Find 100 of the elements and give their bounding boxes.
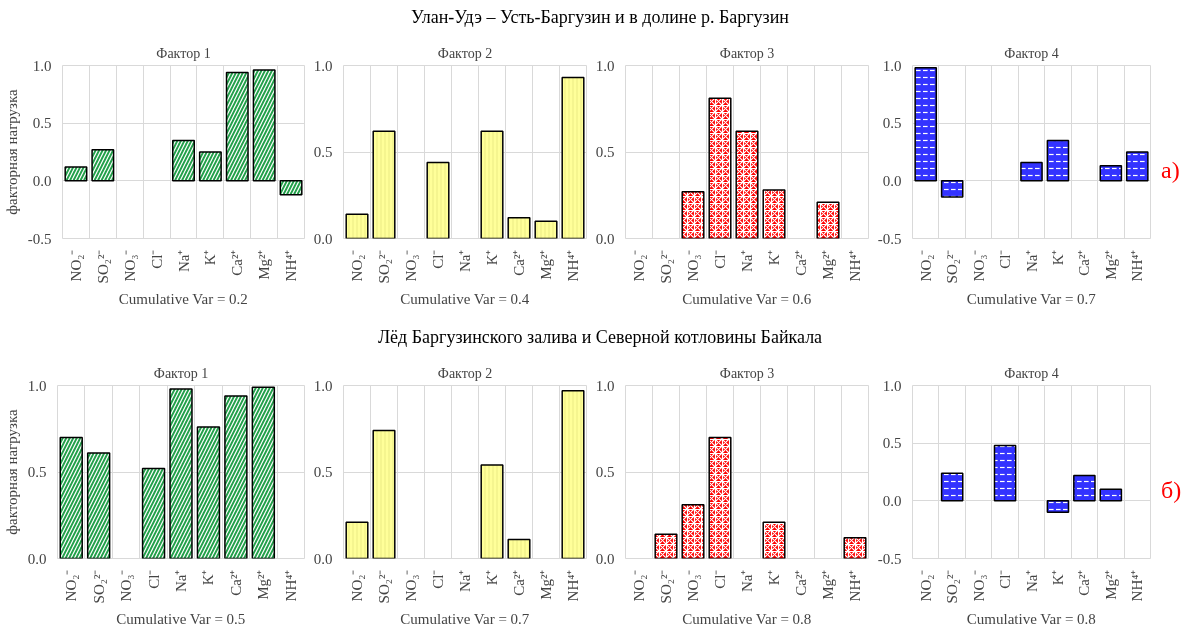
x-tick-label: Cl⁻ (712, 249, 728, 269)
y-tick-label: 0.5 (595, 144, 615, 160)
x-tick-label: Ca²⁺ (229, 249, 246, 276)
x-tick-label: K⁺ (766, 249, 782, 266)
chart-title: Фактор 4 (1004, 45, 1059, 61)
y-tick-label: 0.5 (595, 464, 615, 480)
x-axis-title: Cumulative Var = 0.8 (966, 611, 1096, 628)
x-tick-label: K⁺ (1049, 569, 1066, 586)
x-tick-label: Cl⁻ (145, 569, 162, 589)
text: а) (1161, 156, 1180, 185)
text: Улан-Удэ – Усть-Баргузин и в долине р. Баргузин (411, 6, 789, 29)
chart-title: Фактор 3 (719, 365, 775, 381)
x-tick-label: Na⁺ (173, 569, 189, 592)
x-tick-label: SO₂²⁻ (658, 569, 674, 604)
x-axis-title: Cumulative Var = 0.8 (682, 611, 812, 628)
y-tick-label: -0.5 (877, 230, 902, 247)
y-tick-label: 0.5 (882, 115, 902, 132)
x-axis-title: Cumulative Var = 0.6 (682, 291, 812, 308)
y-tick-label: 0.0 (313, 230, 333, 247)
x-tick-label: NH⁴⁺ (1129, 569, 1146, 602)
x-tick-label: SO₂²⁻ (376, 249, 392, 284)
x-axis-title: Cumulative Var = 0.7 (966, 291, 1097, 308)
y-tick-label: 0.0 (27, 550, 47, 567)
x-tick-label: SO₂²⁻ (658, 249, 674, 284)
x-tick-label: Ca²⁺ (793, 249, 809, 276)
y-tick-label: 1.0 (313, 377, 333, 394)
y-tick-label: -0.5 (877, 550, 902, 567)
x-tick-label: SO₂²⁻ (944, 569, 961, 604)
x-tick-label: NO₃⁻ (685, 249, 701, 282)
x-tick-label: Cl⁻ (430, 249, 446, 269)
x-tick-label: NH⁴⁺ (565, 569, 581, 602)
x-tick-label: K⁺ (766, 569, 782, 586)
y-tick-label: 0.0 (882, 172, 902, 189)
x-tick-label: NO₂⁻ (631, 249, 647, 282)
x-tick-label: NO₂⁻ (631, 569, 647, 602)
x-tick-label: Mg²⁺ (1102, 569, 1119, 600)
x-tick-label: Na⁺ (457, 249, 473, 272)
y-tick-label: 0.5 (27, 464, 47, 480)
x-tick-label: SO₂²⁻ (944, 249, 961, 284)
chart-title: Фактор 4 (1004, 365, 1059, 381)
x-tick-label: NO₃⁻ (403, 249, 419, 282)
x-tick-label: NO₂⁻ (63, 569, 80, 602)
x-tick-label: SO₂²⁻ (376, 569, 392, 604)
chart-title: Фактор 3 (719, 45, 775, 61)
y-tick-label: 1.0 (595, 57, 615, 74)
y-tick-label: 0.5 (313, 144, 333, 160)
x-tick-label: Mg²⁺ (538, 249, 554, 280)
y-tick-label: 1.0 (32, 57, 52, 74)
x-tick-label: Mg²⁺ (256, 249, 273, 280)
y-tick-label: 0.0 (595, 230, 615, 247)
x-tick-label: NO₂⁻ (349, 249, 365, 282)
text: Лёд Баргузинского залива и Северной котловины Байкала (377, 326, 823, 349)
x-tick-label: NO₃⁻ (118, 569, 135, 602)
x-tick-label: Mg²⁺ (1102, 249, 1119, 280)
x-tick-label: NH⁴⁺ (565, 249, 581, 282)
x-tick-label: NO₂⁻ (917, 249, 934, 282)
x-tick-label: Cl⁻ (712, 569, 728, 589)
text: б) (1161, 476, 1182, 505)
y-tick-label: 0.0 (882, 492, 902, 509)
x-tick-label: Ca²⁺ (511, 569, 527, 596)
x-tick-label: NO₃⁻ (970, 249, 987, 282)
x-tick-label: K⁺ (484, 569, 500, 586)
y-tick-label: 0.5 (313, 464, 333, 480)
x-tick-label: K⁺ (1049, 249, 1066, 266)
x-tick-label: Mg²⁺ (820, 249, 836, 280)
x-tick-label: NH⁴⁺ (847, 569, 863, 602)
x-tick-label: NO₂⁻ (67, 249, 84, 282)
x-tick-label: NO₃⁻ (403, 569, 419, 602)
x-tick-label: Na⁺ (1023, 249, 1040, 272)
x-tick-label: NO₃⁻ (121, 249, 138, 282)
x-tick-label: SO₂²⁻ (94, 249, 111, 284)
y-tick-label: 0.5 (32, 115, 52, 132)
y-tick-label: 0.0 (313, 550, 333, 567)
x-tick-label: Na⁺ (1023, 569, 1040, 592)
x-tick-label: Mg²⁺ (820, 569, 836, 600)
x-axis-title: Cumulative Var = 0.5 (116, 611, 246, 628)
x-tick-label: Ca²⁺ (1076, 569, 1093, 596)
y-axis-title: факторная нагрузка (3, 88, 20, 215)
x-tick-label: NO₂⁻ (917, 569, 934, 602)
y-axis-title: факторная нагрузка (3, 408, 20, 535)
x-tick-label: K⁺ (202, 249, 219, 266)
x-axis-title: Cumulative Var = 0.7 (400, 611, 530, 628)
x-tick-label: Cl⁻ (430, 569, 446, 589)
y-tick-label: 1.0 (882, 377, 902, 394)
x-tick-label: Cl⁻ (148, 249, 165, 269)
chart-title: Фактор 2 (437, 45, 493, 61)
x-tick-label: Cl⁻ (997, 569, 1014, 589)
x-tick-label: NH⁴⁺ (283, 249, 300, 282)
y-tick-label: 0.0 (595, 550, 615, 567)
x-tick-label: SO₂²⁻ (90, 569, 107, 604)
x-tick-label: K⁺ (200, 569, 217, 586)
y-tick-label: 1.0 (882, 57, 902, 74)
x-tick-label: Mg²⁺ (538, 569, 554, 600)
x-tick-label: Cl⁻ (997, 249, 1014, 269)
chart-title: Фактор 2 (437, 365, 493, 381)
x-tick-label: Na⁺ (739, 249, 755, 272)
x-tick-label: NO₃⁻ (685, 569, 701, 602)
x-tick-label: Mg²⁺ (255, 569, 272, 600)
x-axis-title: Cumulative Var = 0.4 (400, 291, 530, 308)
x-tick-label: Na⁺ (175, 249, 192, 272)
